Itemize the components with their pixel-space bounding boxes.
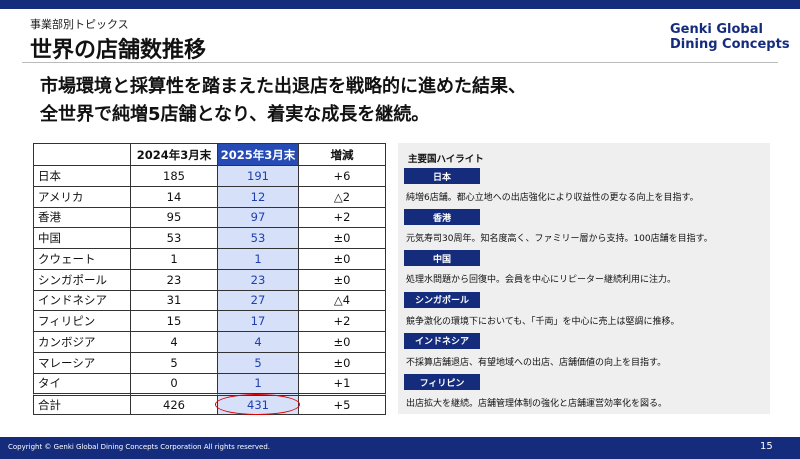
country-tag: 日本 (404, 168, 480, 184)
table-cell: ±0 (298, 268, 386, 291)
table-cell: 53 (130, 227, 218, 249)
table-cell: +2 (298, 310, 386, 332)
slide-title: 世界の店舗数推移 (30, 38, 207, 63)
logo-line: Genki Global (670, 22, 763, 37)
table-cell: 23 (130, 268, 218, 291)
table-cell: 95 (130, 206, 218, 229)
lead: 市場環境と採算性を踏まえた出退店を戦略的に進めた結果、 全世界で純増5店舗となり… (40, 73, 526, 129)
section-label: 事業部別トピックス (30, 18, 129, 31)
table-cell: 27 (217, 289, 299, 312)
table-cell: 426 (130, 393, 218, 415)
table-cell: +6 (298, 165, 386, 187)
highlight-panel (398, 143, 770, 414)
header-cell: 2024年3月末 (130, 143, 218, 166)
country-note: 競争激化の環境下においても、「千両」を中心に売上は堅調に推移。 (406, 316, 680, 327)
row-label: フィリピン (33, 310, 131, 332)
table-cell: 12 (217, 185, 299, 208)
table-cell: 14 (130, 185, 218, 208)
header-cell (33, 143, 131, 166)
table-cell: ±0 (298, 331, 386, 353)
country-note: 純増6店舗。都心立地への出店強化により収益性の更なる向上を目指す。 (406, 193, 699, 203)
header-cell: 2025年3月末 (217, 143, 299, 166)
lead-line: 市場環境と採算性を踏まえた出退店を戦略的に進めた結果、 (40, 76, 526, 97)
table-cell: 1 (217, 248, 299, 270)
table-cell: 5 (130, 351, 218, 374)
table-cell: 15 (130, 310, 218, 332)
table-cell: +2 (298, 206, 386, 229)
table-cell: ±0 (298, 248, 386, 270)
table-cell: 97 (217, 206, 299, 229)
country-tag: インドネシア (404, 332, 480, 349)
row-label: 日本 (33, 165, 131, 187)
table-cell: 17 (217, 310, 299, 332)
row-label: クウェート (33, 248, 131, 270)
table-cell: 4 (130, 331, 218, 353)
table-cell: 185 (130, 165, 218, 187)
table-cell: 4 (217, 331, 299, 353)
country-note: 不採算店舗退店、有望地域への出店、店舗価値の向上を目指す。 (406, 357, 667, 368)
table-cell: 1 (130, 248, 218, 270)
footer-bar (0, 437, 800, 459)
page-number: 15 (760, 441, 773, 452)
divider (22, 62, 778, 63)
lead-line: 全世界で純増5店舗となり、着実な成長を継続。 (40, 104, 430, 125)
table-cell: 1 (217, 372, 299, 395)
row-label: カンボジア (33, 331, 131, 353)
country-tag: 香港 (404, 209, 480, 226)
country-tag: シンガポール (404, 291, 480, 308)
table-cell: 53 (217, 227, 299, 249)
row-label: タイ (33, 372, 131, 395)
table-cell: 31 (130, 289, 218, 312)
row-label: アメリカ (33, 185, 131, 208)
logo-line: Dining Concepts (670, 37, 790, 52)
logo: Genki Global Dining Concepts (670, 22, 790, 52)
header-cell: 増減 (298, 143, 386, 166)
highlight-title: 主要国ハイライト (408, 154, 484, 165)
row-label: マレーシア (33, 351, 131, 374)
table-cell: △2 (298, 185, 386, 208)
table-cell: ±0 (298, 227, 386, 249)
country-note: 処理水問題から回復中。会員を中心にリピーター継続利用に注力。 (406, 275, 677, 286)
table-cell: 5 (217, 351, 299, 374)
highlight-ellipse (215, 394, 300, 415)
country-tag: 中国 (404, 250, 480, 267)
table-cell: +5 (298, 393, 386, 415)
table-cell: 191 (217, 165, 299, 187)
table-cell: 0 (130, 372, 218, 395)
row-label: 合計 (33, 393, 131, 415)
table-cell: 23 (217, 268, 299, 291)
row-label: 香港 (33, 206, 131, 229)
country-tag: フィリピン (404, 374, 480, 390)
row-label: 中国 (33, 227, 131, 249)
table-cell: △4 (298, 289, 386, 312)
table-cell: ±0 (298, 351, 386, 374)
table-cell: +1 (298, 372, 386, 395)
copyright: Copyright © Genki Global Dining Concepts… (8, 443, 271, 451)
row-label: シンガポール (33, 268, 131, 291)
row-label: インドネシア (33, 289, 131, 312)
top-bar (0, 0, 800, 9)
country-note: 出店拡大を継続。店舗管理体制の強化と店舗運営効率化を図る。 (406, 399, 668, 409)
country-note: 元気寿司30周年。知名度高く、ファミリー層から支持。100店舗を目指す。 (406, 234, 713, 245)
